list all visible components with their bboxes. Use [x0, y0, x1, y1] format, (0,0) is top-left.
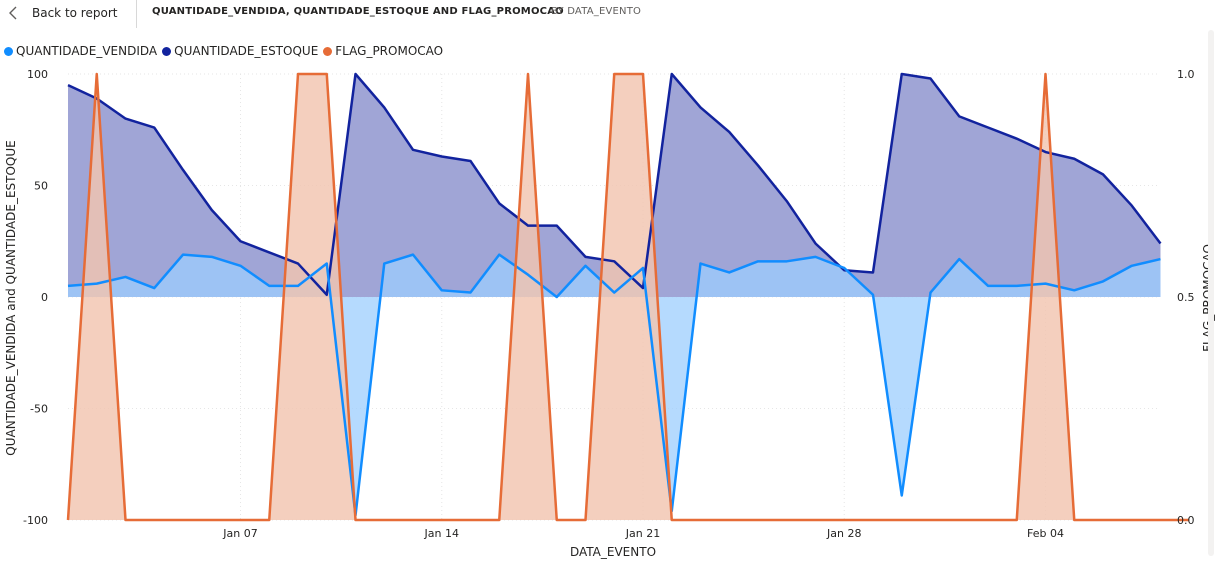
visual-subtitle: BY DATA_EVENTO — [551, 6, 642, 17]
x-axis-title: DATA_EVENTO — [570, 545, 656, 559]
divider — [136, 0, 137, 28]
x-tick-label: Jan 21 — [625, 527, 660, 540]
area-quantidade-estoque — [68, 74, 1161, 297]
y-right-tick-label: 0.5 — [1177, 291, 1195, 304]
y-left-tick-label: -50 — [30, 403, 48, 416]
line-quantidade-vendida — [67, 253, 1161, 517]
line-quantidade-estoque — [67, 72, 1162, 297]
legend-label: QUANTIDADE_ESTOQUE — [174, 44, 319, 58]
legend-label: FLAG_PROMOCAO — [335, 44, 444, 58]
legend-marker — [323, 46, 333, 56]
x-tick-label: Jan 28 — [826, 527, 861, 540]
visual-title: QUANTIDADE_VENDIDA, QUANTIDADE_ESTOQUE A… — [152, 6, 564, 17]
y-left-tick-label: 0 — [41, 291, 48, 304]
back-to-report-button[interactable]: Back to report — [8, 0, 117, 26]
line-flag-promocao — [66, 72, 1190, 522]
back-label: Back to report — [32, 6, 118, 20]
y-right-tick-label: 1.0 — [1177, 68, 1195, 81]
legend-item-quantidade-vendida[interactable]: QUANTIDADE_VENDIDA — [4, 44, 157, 58]
legend-item-quantidade-estoque[interactable]: QUANTIDADE_ESTOQUE — [162, 44, 318, 58]
legend-marker — [162, 46, 172, 56]
y-left-axis-title: QUANTIDADE_VENDIDA and QUANTIDADE_ESTOQU… — [4, 140, 18, 455]
y-right-tick-label: 0.0 — [1177, 514, 1195, 527]
scrollbar[interactable] — [1208, 30, 1214, 556]
legend-marker — [4, 46, 13, 56]
x-tick-label: Jan 14 — [424, 527, 459, 540]
y-left-tick-label: -100 — [23, 514, 48, 527]
legend-label: QUANTIDADE_VENDIDA — [16, 44, 158, 58]
y-left-tick-label: 50 — [34, 180, 48, 193]
legend-item-flag-promocao[interactable]: FLAG_PROMOCAO — [323, 44, 443, 58]
chart-legend: QUANTIDADE_VENDIDA QUANTIDADE_ESTOQUE FL… — [4, 43, 448, 59]
top-bar: Back to report QUANTIDADE_VENDIDA, QUANT… — [0, 0, 1220, 28]
chevron-left-icon — [8, 6, 18, 20]
x-tick-label: Jan 07 — [222, 527, 257, 540]
x-tick-label: Feb 04 — [1027, 527, 1064, 540]
y-left-tick-label: 100 — [27, 68, 48, 81]
